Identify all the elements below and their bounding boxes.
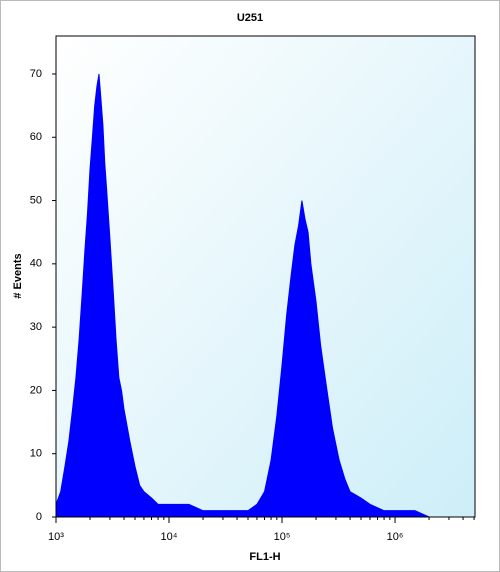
- plot-border: [55, 35, 476, 518]
- y-tick-label: 10: [30, 448, 42, 460]
- y-tick-label: 0: [36, 511, 42, 523]
- y-tick-label: 20: [30, 384, 42, 396]
- y-axis-label: # Events: [12, 253, 24, 298]
- x-tick-label: 10⁶: [387, 531, 404, 543]
- y-tick-label: 60: [30, 131, 42, 143]
- x-tick-label: 10⁵: [274, 531, 291, 543]
- y-tick-label: 70: [30, 68, 42, 80]
- chart-title: U251: [237, 12, 263, 24]
- y-tick-label: 30: [30, 321, 42, 333]
- x-axis-label: FL1-H: [249, 551, 280, 563]
- x-tick-label: 10⁴: [161, 531, 178, 543]
- y-tick-label: 40: [30, 258, 42, 270]
- y-tick-label: 50: [30, 194, 42, 206]
- histogram-area: [55, 73, 449, 518]
- x-tick-label: 10³: [48, 531, 64, 543]
